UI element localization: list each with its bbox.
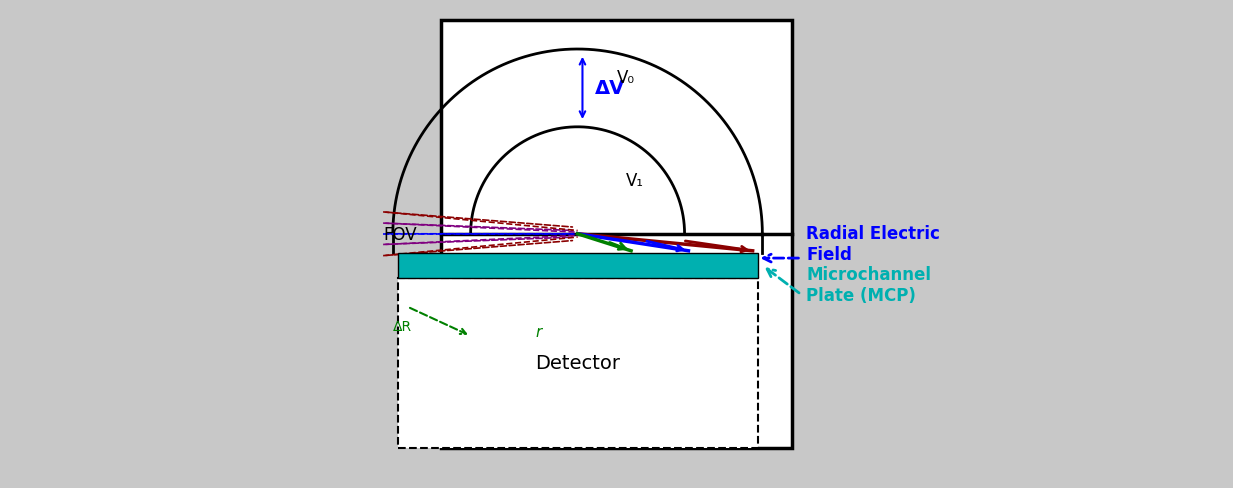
Text: FOV: FOV <box>383 225 417 244</box>
Text: Detector: Detector <box>535 353 620 372</box>
Text: Microchannel
Plate (MCP): Microchannel Plate (MCP) <box>806 266 931 305</box>
Text: Radial Electric
Field: Radial Electric Field <box>806 224 940 264</box>
Text: ΔV: ΔV <box>594 79 625 98</box>
Bar <box>398 254 757 278</box>
Text: V₁: V₁ <box>626 172 644 190</box>
Text: ΔR: ΔR <box>393 320 412 333</box>
Text: V₀: V₀ <box>616 69 635 87</box>
Text: r: r <box>535 324 541 339</box>
Bar <box>441 21 792 448</box>
Bar <box>398 278 757 448</box>
